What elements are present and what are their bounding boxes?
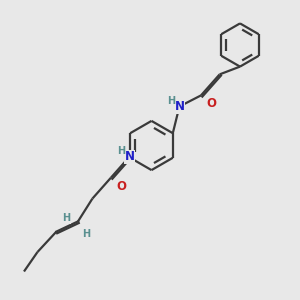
- Text: H: H: [62, 213, 71, 224]
- Text: O: O: [206, 97, 217, 110]
- Text: H: H: [167, 96, 175, 106]
- Text: H: H: [117, 146, 125, 156]
- Text: O: O: [116, 179, 127, 193]
- Text: N: N: [174, 100, 184, 113]
- Text: H: H: [82, 229, 91, 239]
- Text: N: N: [124, 150, 135, 163]
